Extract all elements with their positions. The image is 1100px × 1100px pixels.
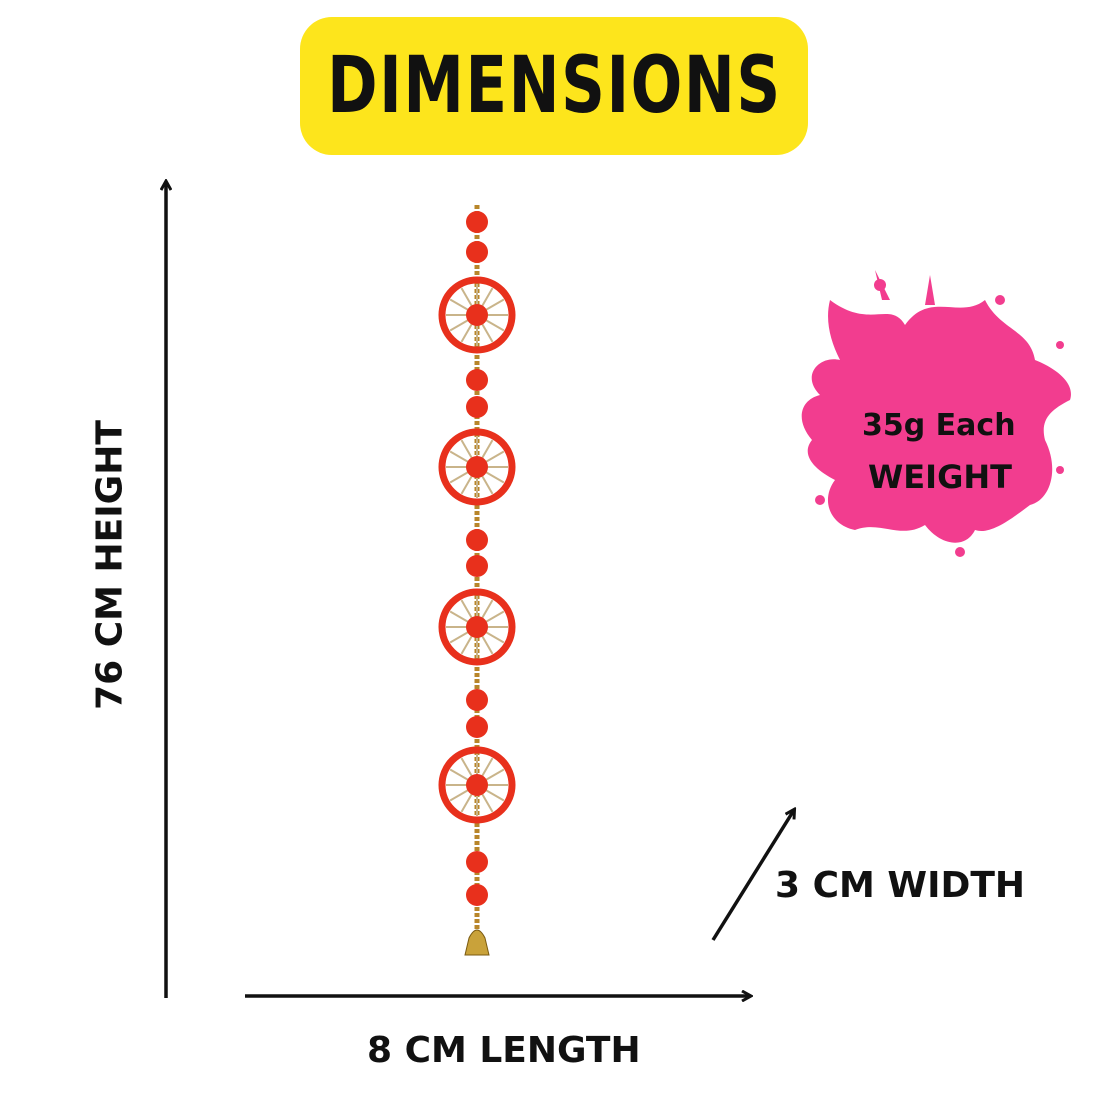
width-label: 3 CM WIDTH xyxy=(775,865,1026,906)
wheel-center-pompom xyxy=(466,774,488,796)
pompom xyxy=(466,689,488,711)
pompom xyxy=(466,396,488,418)
weight-value: 35g Each xyxy=(862,408,1016,443)
pompom xyxy=(466,555,488,577)
wheel-center-pompom xyxy=(466,456,488,478)
pompom xyxy=(466,529,488,551)
wheel-ring xyxy=(438,746,516,824)
pompom xyxy=(466,851,488,873)
wheel-ring xyxy=(438,276,516,354)
pompom xyxy=(466,369,488,391)
wheel-center-pompom xyxy=(466,304,488,326)
height-label: 76 CM HEIGHT xyxy=(89,420,131,710)
pompom xyxy=(466,211,488,233)
bell-icon xyxy=(464,929,490,956)
wheel-ring xyxy=(438,428,516,506)
toran-ornament xyxy=(438,205,516,956)
wheel-ring xyxy=(438,588,516,666)
page-title: DIMENSIONS xyxy=(326,41,782,131)
pompom xyxy=(466,241,488,263)
pompom xyxy=(466,716,488,738)
width-arrow xyxy=(711,810,794,941)
weight-label: WEIGHT xyxy=(868,458,1012,496)
title-banner: DIMENSIONS xyxy=(300,17,808,155)
length-label: 8 CM LENGTH xyxy=(367,1030,641,1071)
pompom xyxy=(466,884,488,906)
pink-splash xyxy=(801,270,1071,557)
wheel-center-pompom xyxy=(466,616,488,638)
